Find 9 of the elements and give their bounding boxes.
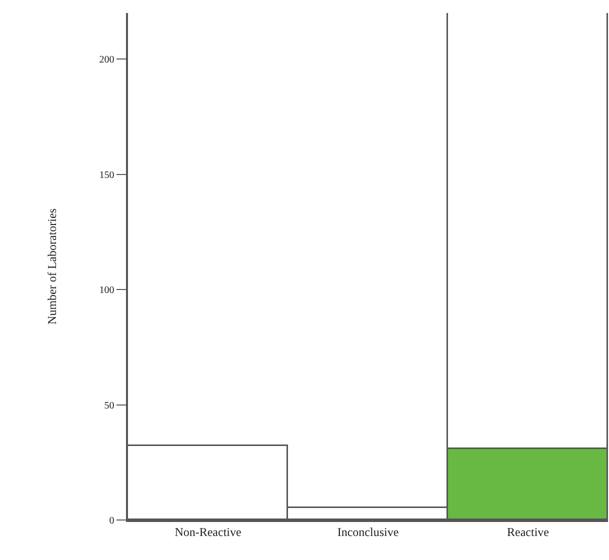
y-tick-label: 150 [99, 170, 114, 181]
x-tick-label: Reactive [507, 525, 549, 540]
y-tick-label: 100 [99, 285, 114, 296]
y-tick-label: 0 [109, 516, 114, 526]
y-axis-title: Number of Laboratories [45, 208, 60, 324]
x-tick-label: Inconclusive [337, 525, 399, 540]
y-tick-label: 50 [104, 400, 114, 412]
y-tick-label: 200 [99, 54, 114, 66]
x-tick-label: Non-Reactive [174, 525, 242, 540]
